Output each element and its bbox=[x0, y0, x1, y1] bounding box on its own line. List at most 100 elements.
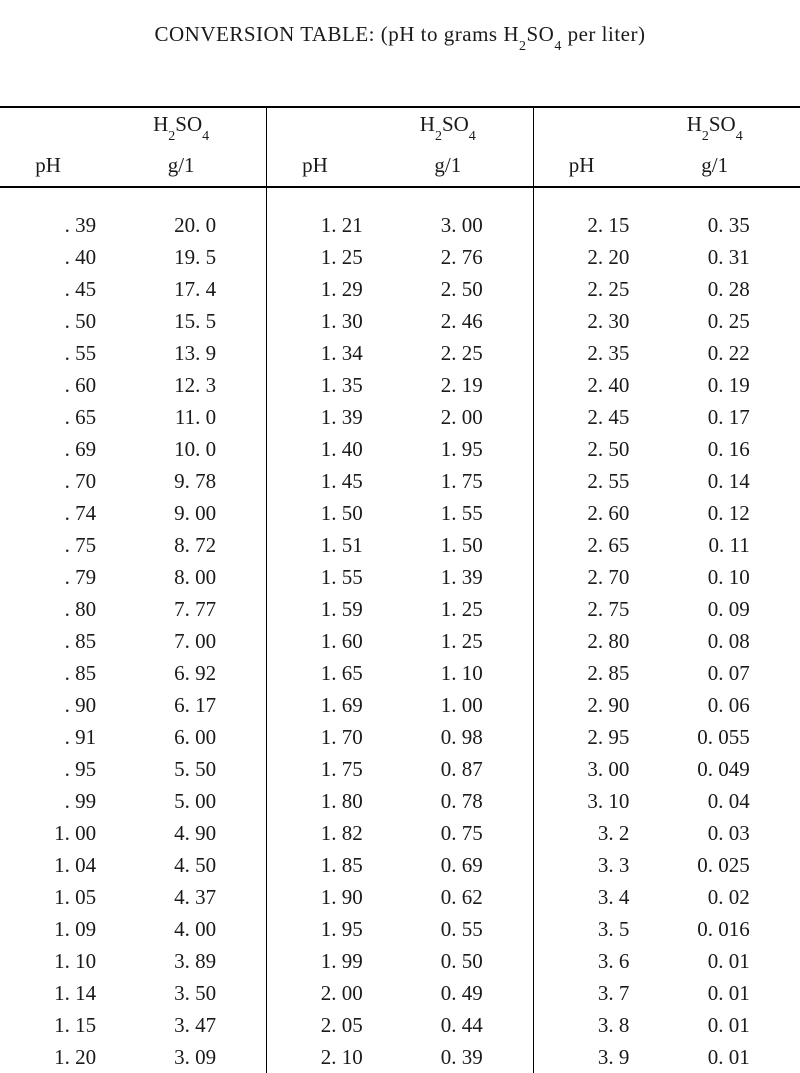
title-suffix: per liter) bbox=[562, 22, 646, 46]
table-row: . 749. 001. 501. 552. 600. 12 bbox=[0, 497, 800, 529]
ph-cell: 1. 00 bbox=[0, 817, 96, 849]
ph-cell: 1. 75 bbox=[267, 753, 363, 785]
ph-cell: 2. 65 bbox=[533, 529, 629, 561]
table-row: . 6012. 31. 352. 192. 400. 19 bbox=[0, 369, 800, 401]
gl-cell: 0. 02 bbox=[629, 881, 800, 913]
gl-cell: 0. 11 bbox=[629, 529, 800, 561]
gl-cell: 1. 75 bbox=[363, 465, 534, 497]
gl-cell: 0. 10 bbox=[629, 561, 800, 593]
gl-cell: 4. 90 bbox=[96, 817, 267, 849]
ph-cell: 3. 10 bbox=[533, 785, 629, 817]
ph-cell: 1. 40 bbox=[267, 433, 363, 465]
ph-cell: 2. 85 bbox=[533, 657, 629, 689]
gl-cell: 0. 14 bbox=[629, 465, 800, 497]
ph-cell: 2. 25 bbox=[533, 273, 629, 305]
table-body: . 3920. 01. 213. 002. 150. 35. 4019. 51.… bbox=[0, 187, 800, 1073]
gl-cell: 0. 31 bbox=[629, 241, 800, 273]
gl-cell: 9. 78 bbox=[96, 465, 267, 497]
gl-cell: 2. 19 bbox=[363, 369, 534, 401]
gl-cell: 0. 09 bbox=[629, 593, 800, 625]
gl-cell: 6. 00 bbox=[96, 721, 267, 753]
ph-cell: 2. 70 bbox=[533, 561, 629, 593]
gl-cell: 6. 17 bbox=[96, 689, 267, 721]
ph-cell: 1. 30 bbox=[267, 305, 363, 337]
gl-cell: 7. 00 bbox=[96, 625, 267, 657]
title-sub-2: 2 bbox=[519, 39, 527, 54]
header-h2so4-col2: H2SO4 bbox=[363, 108, 534, 149]
gl-cell: 0. 01 bbox=[629, 1041, 800, 1073]
ph-cell: 1. 35 bbox=[267, 369, 363, 401]
title-sub-4: 4 bbox=[554, 39, 562, 54]
ph-cell: 3. 6 bbox=[533, 945, 629, 977]
ph-cell: 2. 95 bbox=[533, 721, 629, 753]
gl-cell: 2. 00 bbox=[363, 401, 534, 433]
table-row: 1. 054. 371. 900. 623. 40. 02 bbox=[0, 881, 800, 913]
table-row: 1. 103. 891. 990. 503. 60. 01 bbox=[0, 945, 800, 977]
ph-cell: 1. 45 bbox=[267, 465, 363, 497]
gl-cell: 2. 76 bbox=[363, 241, 534, 273]
ph-cell: . 45 bbox=[0, 273, 96, 305]
ph-cell: 1. 10 bbox=[0, 945, 96, 977]
table-row: . 856. 921. 651. 102. 850. 07 bbox=[0, 657, 800, 689]
ph-cell: 2. 50 bbox=[533, 433, 629, 465]
gl-cell: 5. 00 bbox=[96, 785, 267, 817]
gl-cell: 1. 39 bbox=[363, 561, 534, 593]
gl-cell: 8. 00 bbox=[96, 561, 267, 593]
gl-cell: 0. 87 bbox=[363, 753, 534, 785]
table-row: . 709. 781. 451. 752. 550. 14 bbox=[0, 465, 800, 497]
ph-cell: . 65 bbox=[0, 401, 96, 433]
table-row: . 798. 001. 551. 392. 700. 10 bbox=[0, 561, 800, 593]
ph-cell: 2. 10 bbox=[267, 1041, 363, 1073]
ph-cell: . 99 bbox=[0, 785, 96, 817]
ph-cell: 1. 50 bbox=[267, 497, 363, 529]
gl-cell: 15. 5 bbox=[96, 305, 267, 337]
gl-cell: 19. 5 bbox=[96, 241, 267, 273]
ph-cell: 1. 25 bbox=[267, 241, 363, 273]
ph-cell: . 95 bbox=[0, 753, 96, 785]
ph-cell: 1. 69 bbox=[267, 689, 363, 721]
gl-cell: 0. 17 bbox=[629, 401, 800, 433]
gl-cell: 8. 72 bbox=[96, 529, 267, 561]
ph-cell: 2. 80 bbox=[533, 625, 629, 657]
table-row: 1. 094. 001. 950. 553. 50. 016 bbox=[0, 913, 800, 945]
ph-cell: . 70 bbox=[0, 465, 96, 497]
table-row: . 4019. 51. 252. 762. 200. 31 bbox=[0, 241, 800, 273]
ph-cell: 1. 82 bbox=[267, 817, 363, 849]
table-row: . 3920. 01. 213. 002. 150. 35 bbox=[0, 209, 800, 241]
ph-cell: 1. 60 bbox=[267, 625, 363, 657]
header-gl-col1: g/1 bbox=[96, 149, 267, 187]
gl-cell: 0. 055 bbox=[629, 721, 800, 753]
ph-cell: . 50 bbox=[0, 305, 96, 337]
gl-cell: 0. 35 bbox=[629, 209, 800, 241]
gl-cell: 3. 00 bbox=[363, 209, 534, 241]
gl-cell: 0. 049 bbox=[629, 753, 800, 785]
table-row: . 906. 171. 691. 002. 900. 06 bbox=[0, 689, 800, 721]
table-row: 1. 004. 901. 820. 753. 20. 03 bbox=[0, 817, 800, 849]
gl-cell: 1. 55 bbox=[363, 497, 534, 529]
gl-cell: 1. 10 bbox=[363, 657, 534, 689]
ph-cell: 3. 2 bbox=[533, 817, 629, 849]
table-row: . 5015. 51. 302. 462. 300. 25 bbox=[0, 305, 800, 337]
header-ph-col3: pH bbox=[533, 149, 629, 187]
gl-cell: 3. 09 bbox=[96, 1041, 267, 1073]
ph-cell: 1. 04 bbox=[0, 849, 96, 881]
ph-cell: . 69 bbox=[0, 433, 96, 465]
ph-cell: 2. 55 bbox=[533, 465, 629, 497]
ph-cell: 1. 34 bbox=[267, 337, 363, 369]
gl-cell: 2. 46 bbox=[363, 305, 534, 337]
ph-cell: 1. 21 bbox=[267, 209, 363, 241]
ph-cell: . 55 bbox=[0, 337, 96, 369]
gl-cell: 12. 3 bbox=[96, 369, 267, 401]
gl-cell: 4. 37 bbox=[96, 881, 267, 913]
table-row: 1. 143. 502. 000. 493. 70. 01 bbox=[0, 977, 800, 1009]
ph-cell: . 90 bbox=[0, 689, 96, 721]
ph-cell: 1. 29 bbox=[267, 273, 363, 305]
gl-cell: 5. 50 bbox=[96, 753, 267, 785]
ph-cell: 1. 05 bbox=[0, 881, 96, 913]
gl-cell: 11. 0 bbox=[96, 401, 267, 433]
title-prefix: CONVERSION TABLE: (pH to grams H bbox=[155, 22, 520, 46]
table-row: . 4517. 41. 292. 502. 250. 28 bbox=[0, 273, 800, 305]
ph-cell: 1. 70 bbox=[267, 721, 363, 753]
ph-cell: . 80 bbox=[0, 593, 96, 625]
table-row: . 5513. 91. 342. 252. 350. 22 bbox=[0, 337, 800, 369]
